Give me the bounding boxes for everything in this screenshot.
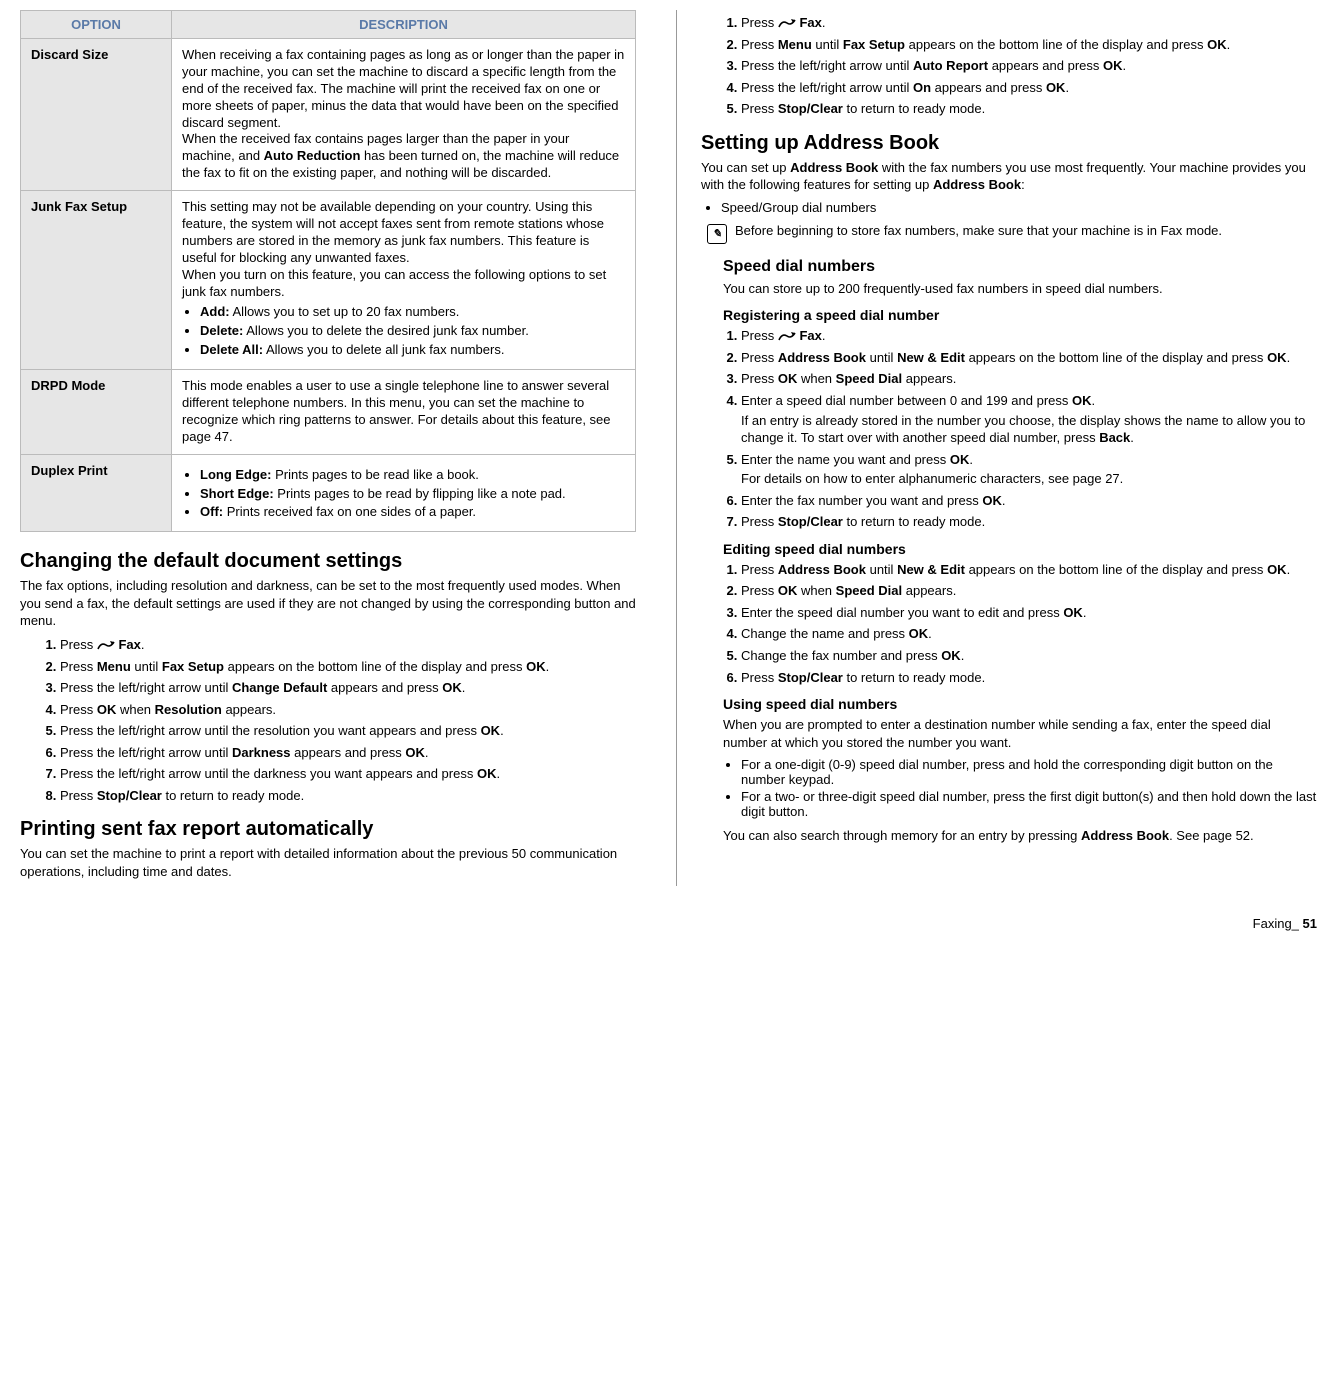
- table-row: Discard Size When receiving a fax contai…: [21, 39, 636, 191]
- step-item: Press the left/right arrow until On appe…: [741, 79, 1317, 97]
- note-icon: ✎: [707, 224, 727, 244]
- th-description: DESCRIPTION: [172, 11, 636, 39]
- step-item: Press the left/right arrow until Darknes…: [60, 744, 636, 762]
- fax-icon: [778, 17, 796, 31]
- table-row: DRPD Mode This mode enables a user to us…: [21, 370, 636, 455]
- step-item: Enter the speed dial number you want to …: [741, 604, 1317, 622]
- step-item: Press OK when Resolution appears.: [60, 701, 636, 719]
- heading-change-default: Changing the default document settings: [20, 550, 636, 573]
- step-item: Enter a speed dial number between 0 and …: [741, 392, 1317, 447]
- steps-registering: Press Fax. Press Address Book until New &…: [701, 327, 1317, 530]
- step-item: Press the left/right arrow until the dar…: [60, 765, 636, 783]
- step-item: Press the left/right arrow until Auto Re…: [741, 57, 1317, 75]
- heading-print-report: Printing sent fax report automatically: [20, 818, 636, 841]
- step-item: Press the left/right arrow until Change …: [60, 679, 636, 697]
- para-using: When you are prompted to enter a destina…: [701, 716, 1317, 751]
- list-item: Speed/Group dial numbers: [721, 200, 1317, 215]
- heading-editing: Editing speed dial numbers: [701, 541, 1317, 557]
- fax-icon: [97, 639, 115, 653]
- step-item: Enter the fax number you want and press …: [741, 492, 1317, 510]
- table-row: Duplex Print Long Edge: Prints pages to …: [21, 454, 636, 532]
- step-item: Press Menu until Fax Setup appears on th…: [60, 658, 636, 676]
- list-using: For a one-digit (0-9) speed dial number,…: [701, 757, 1317, 819]
- step-item: Enter the name you want and press OK.For…: [741, 451, 1317, 488]
- heading-registering: Registering a speed dial number: [701, 307, 1317, 323]
- para-using-2: You can also search through memory for a…: [701, 827, 1317, 845]
- step-item: Press Stop/Clear to return to ready mode…: [741, 513, 1317, 531]
- step-item: Press OK when Speed Dial appears.: [741, 582, 1317, 600]
- step-item: Press OK when Speed Dial appears.: [741, 370, 1317, 388]
- step-item: Press Address Book until New & Edit appe…: [741, 349, 1317, 367]
- heading-speed-dial: Speed dial numbers: [701, 258, 1317, 276]
- step-item: Press Stop/Clear to return to ready mode…: [741, 669, 1317, 687]
- heading-address-book: Setting up Address Book: [701, 132, 1317, 155]
- step-item: Press Stop/Clear to return to ready mode…: [60, 787, 636, 805]
- page-footer: Faxing_ 51: [20, 916, 1317, 931]
- fax-icon: [778, 330, 796, 344]
- step-item: Press Fax.: [741, 327, 1317, 345]
- table-row: Junk Fax Setup This setting may not be a…: [21, 191, 636, 370]
- step-item: Press the left/right arrow until the res…: [60, 722, 636, 740]
- list-item: For a two- or three-digit speed dial num…: [741, 789, 1317, 819]
- step-item: Change the fax number and press OK.: [741, 647, 1317, 665]
- step-item: Press Fax.: [60, 636, 636, 654]
- para-change-default: The fax options, including resolution an…: [20, 577, 636, 630]
- para-print-report: You can set the machine to print a repor…: [20, 845, 636, 880]
- step-item: Press Menu until Fax Setup appears on th…: [741, 36, 1317, 54]
- steps-change-default: Press Fax. Press Menu until Fax Setup app…: [20, 636, 636, 804]
- heading-using: Using speed dial numbers: [701, 696, 1317, 712]
- para-address-book: You can set up Address Book with the fax…: [701, 159, 1317, 194]
- options-table: OPTION DESCRIPTION Discard Size When rec…: [20, 10, 636, 532]
- steps-editing: Press Address Book until New & Edit appe…: [701, 561, 1317, 686]
- step-item: Change the name and press OK.: [741, 625, 1317, 643]
- step-item: Press Stop/Clear to return to ready mode…: [741, 100, 1317, 118]
- step-item: Press Address Book until New & Edit appe…: [741, 561, 1317, 579]
- steps-auto-report: Press Fax. Press Menu until Fax Setup app…: [701, 14, 1317, 118]
- list-item: For a one-digit (0-9) speed dial number,…: [741, 757, 1317, 787]
- para-speed-dial: You can store up to 200 frequently-used …: [701, 280, 1317, 298]
- note: ✎ Before beginning to store fax numbers,…: [701, 223, 1317, 244]
- step-item: Press Fax.: [741, 14, 1317, 32]
- th-option: OPTION: [21, 11, 172, 39]
